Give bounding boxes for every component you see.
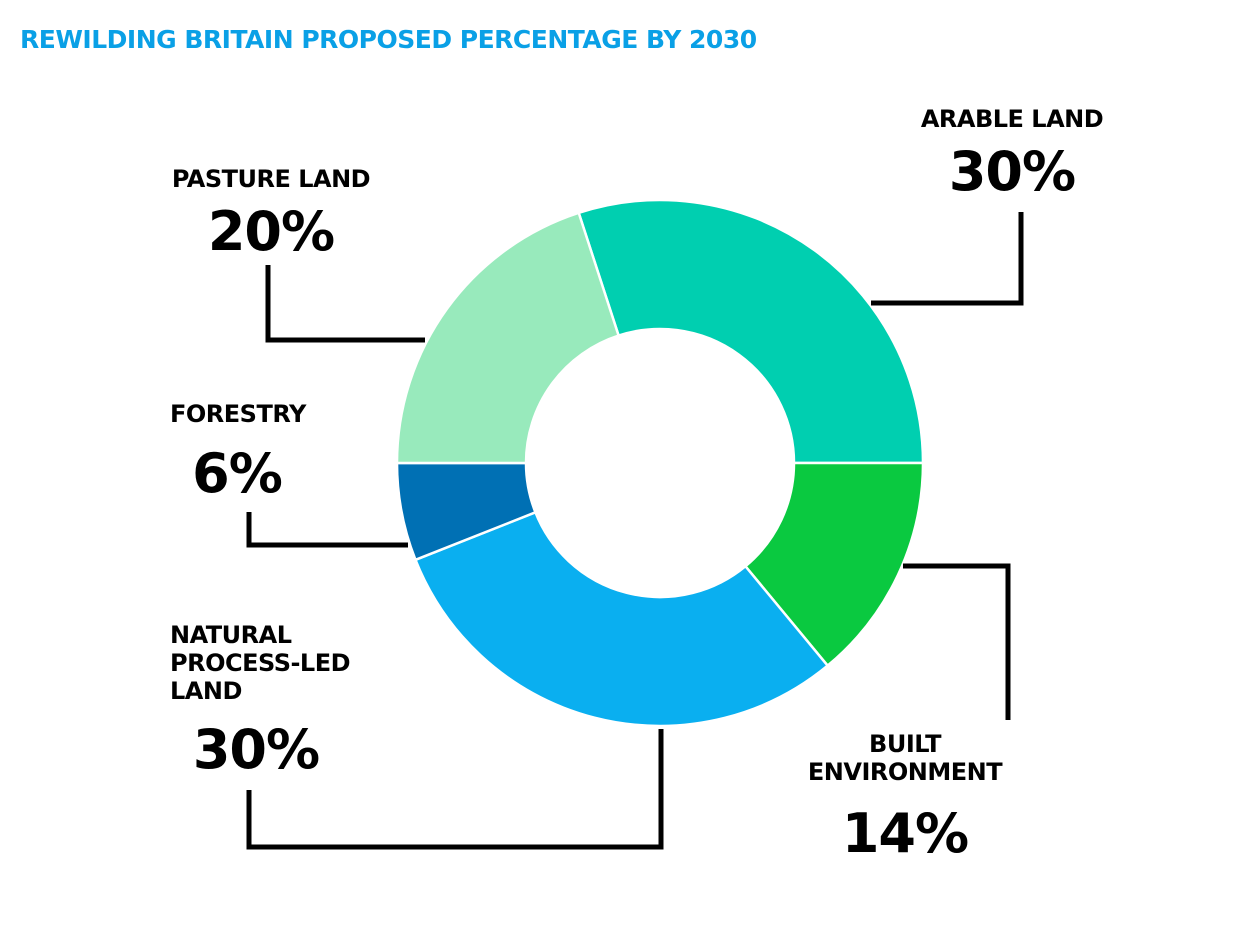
label-value-built: 14% bbox=[842, 802, 968, 865]
donut-slices bbox=[395, 198, 925, 728]
label-name-built: BUILT bbox=[869, 730, 942, 758]
leader-line-natural bbox=[246, 729, 664, 850]
label-name-forestry: FORESTRY bbox=[170, 400, 307, 428]
label-value-arable: 30% bbox=[949, 140, 1075, 203]
slice-pasture bbox=[395, 211, 621, 465]
label-name-natural: PROCESS-LED bbox=[170, 649, 350, 677]
label-value-natural: 30% bbox=[193, 718, 319, 781]
label-name-arable: ARABLE LAND bbox=[921, 105, 1103, 133]
leader-lines bbox=[246, 212, 1024, 850]
label-value-forestry: 6% bbox=[192, 442, 282, 505]
label-name-pasture: PASTURE LAND bbox=[172, 165, 370, 193]
leader-line-pasture bbox=[265, 265, 425, 343]
slice-arable bbox=[577, 198, 925, 465]
leader-line-built bbox=[903, 563, 1011, 720]
label-name-natural: LAND bbox=[170, 677, 242, 705]
slice-natural bbox=[413, 510, 830, 728]
slice-built bbox=[743, 461, 925, 668]
label-name-natural: NATURAL bbox=[170, 621, 292, 649]
label-name-built: ENVIRONMENT bbox=[808, 758, 1003, 786]
chart-title: REWILDING BRITAIN PROPOSED PERCENTAGE BY… bbox=[20, 25, 757, 54]
label-value-pasture: 20% bbox=[208, 200, 334, 263]
leader-line-forestry bbox=[246, 512, 408, 548]
leader-line-arable bbox=[871, 212, 1024, 306]
